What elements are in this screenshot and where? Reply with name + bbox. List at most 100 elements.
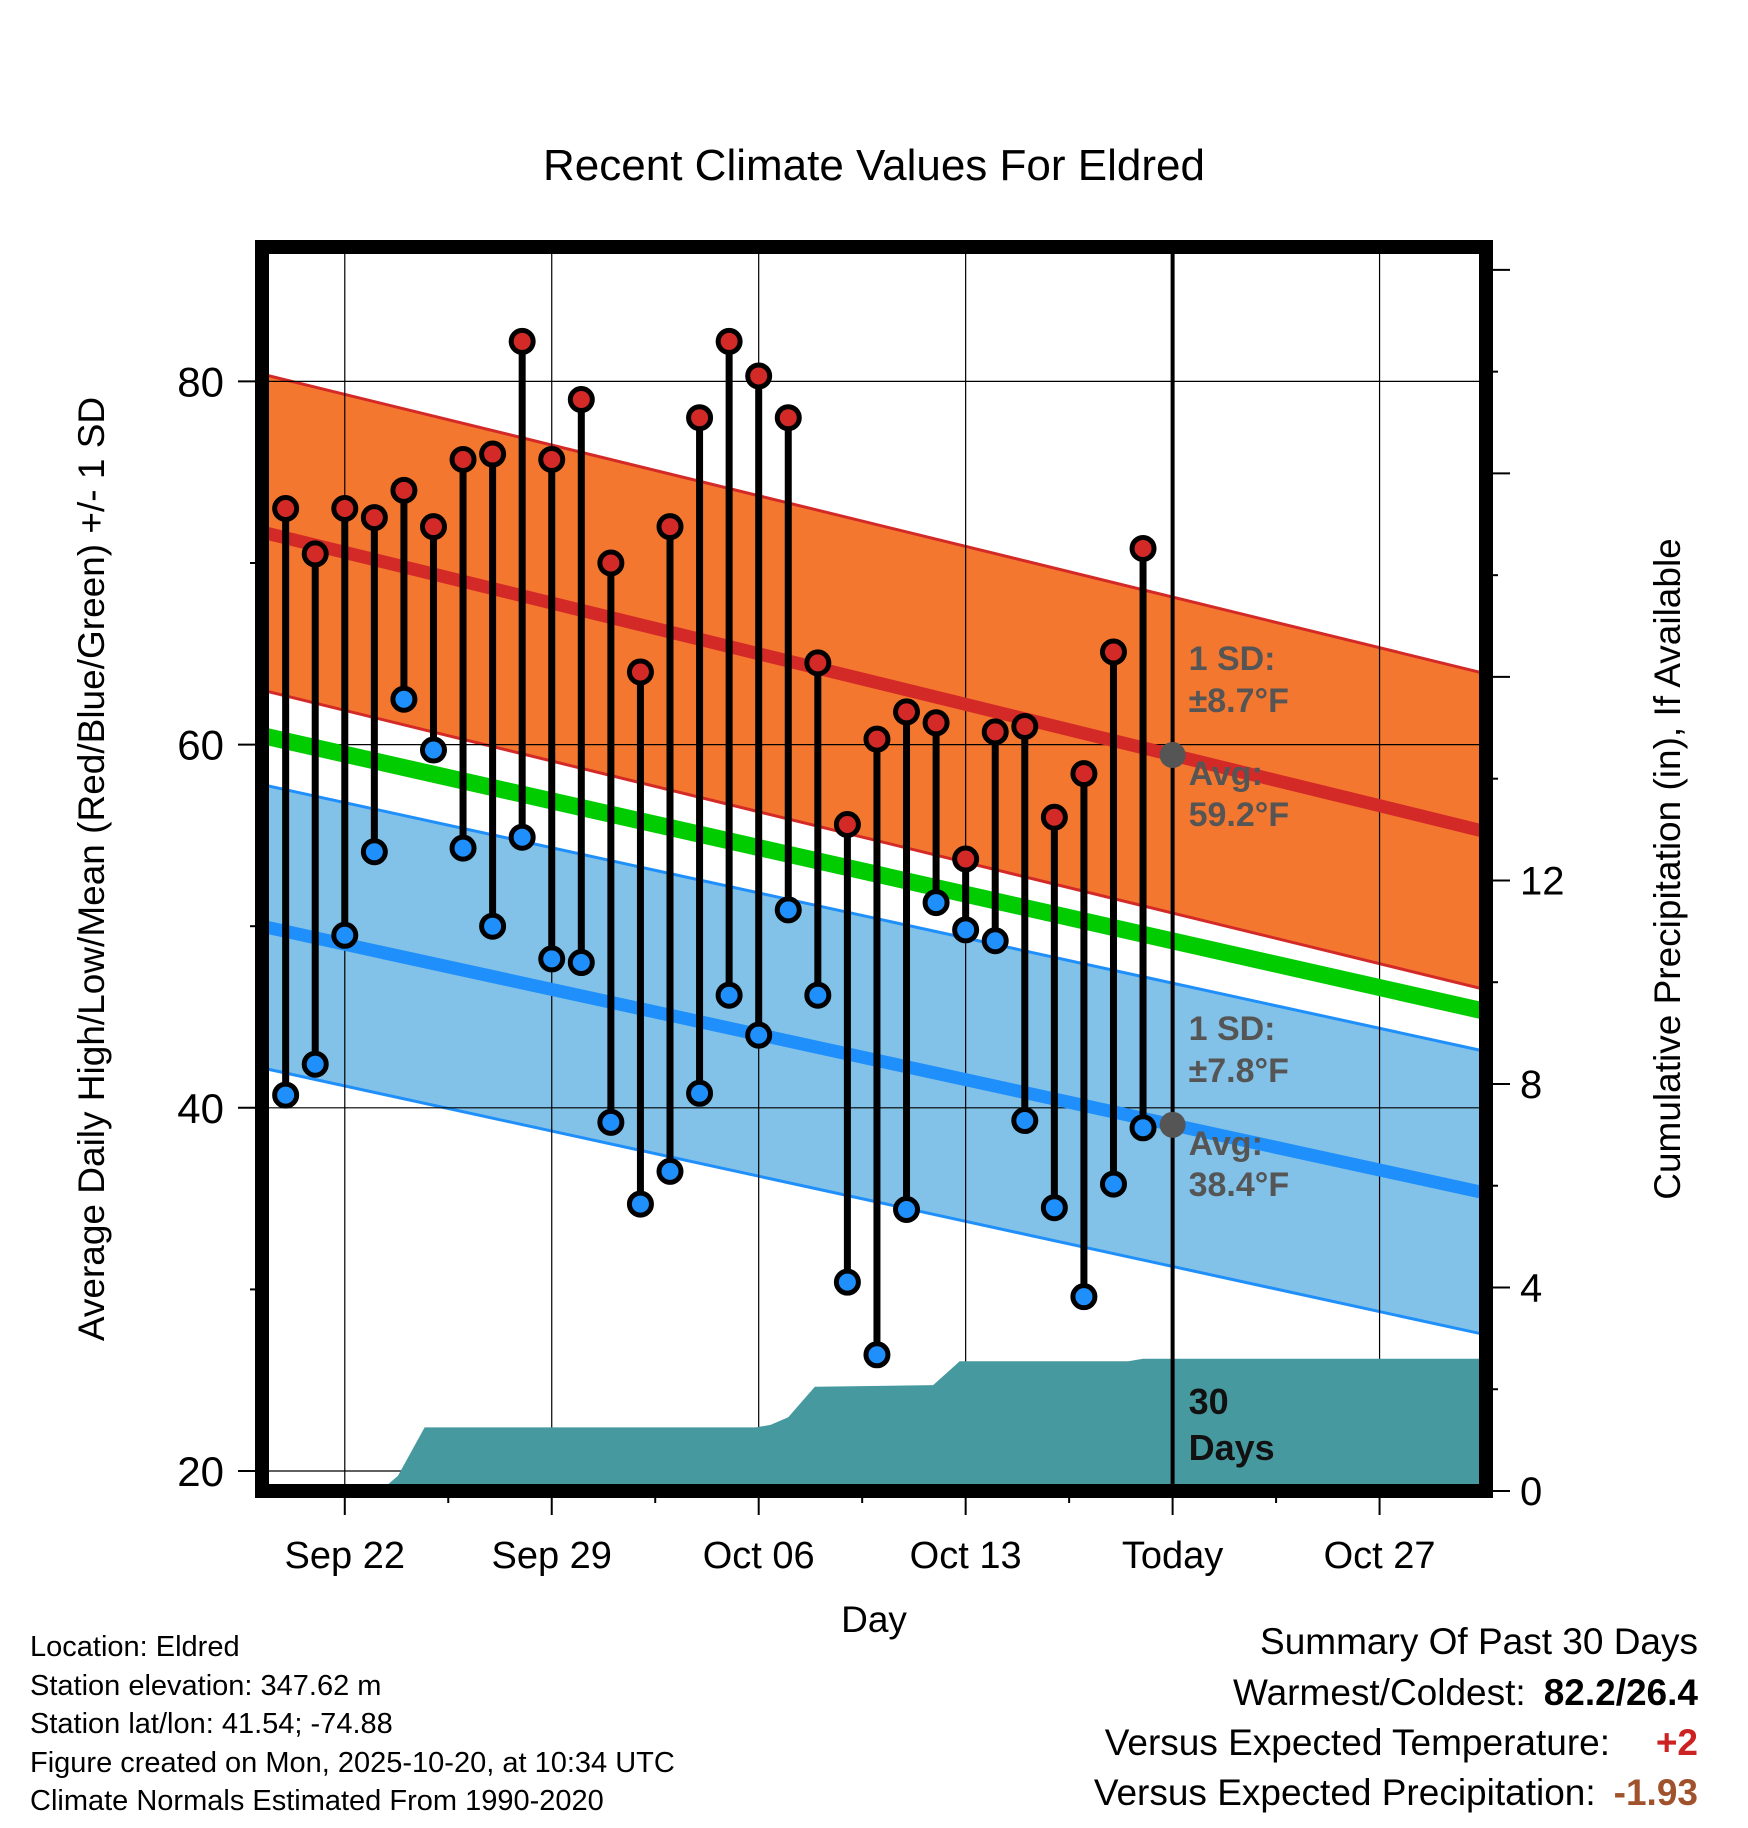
- daily-low-point: [804, 981, 832, 1009]
- daily-high-point: [479, 440, 507, 468]
- daily-low-point: [745, 1021, 773, 1049]
- daily-high-point: [272, 495, 300, 523]
- daily-high-point: [981, 718, 1009, 746]
- y-axis-label: Average Daily High/Low/Mean (Red/Blue/Gr…: [71, 397, 112, 1341]
- summary-precip-row: Versus Expected Precipitation: -1.93: [1094, 1768, 1698, 1818]
- daily-high-point: [301, 540, 329, 568]
- y2-tick-label: 8: [1520, 1063, 1542, 1107]
- daily-high-point: [804, 649, 832, 677]
- high-avg-value: 59.2°F: [1189, 796, 1290, 834]
- daily-low-point: [863, 1341, 891, 1369]
- summary-title: Summary Of Past 30 Days: [1260, 1621, 1698, 1662]
- y2-tick-label: 4: [1520, 1266, 1542, 1310]
- today-high-avg-marker: [1159, 742, 1186, 769]
- y-tick-label: 20: [177, 1448, 224, 1495]
- days-number: 30: [1189, 1381, 1229, 1422]
- daily-low-point: [833, 1268, 861, 1296]
- daily-high-point: [567, 386, 595, 414]
- daily-low-point: [686, 1079, 714, 1107]
- daily-low-point: [538, 945, 566, 973]
- y2-tick-label: 0: [1520, 1470, 1542, 1514]
- today-low-avg-marker: [1159, 1111, 1186, 1138]
- days-word: Days: [1189, 1427, 1275, 1468]
- daily-high-point: [390, 476, 418, 504]
- daily-low-point: [360, 838, 388, 866]
- chart-title: Recent Climate Values For Eldred: [543, 141, 1205, 190]
- summary-warm-cold-row: Warmest/Coldest: 82.2/26.4: [1094, 1668, 1698, 1718]
- y-tick-label: 40: [177, 1085, 224, 1132]
- daily-low-point: [981, 927, 1009, 955]
- x-tick-label: Oct 13: [910, 1535, 1022, 1577]
- daily-low-point: [479, 912, 507, 940]
- daily-high-point: [331, 495, 359, 523]
- daily-low-point: [331, 921, 359, 949]
- daily-high-point: [656, 513, 684, 541]
- daily-high-point: [893, 698, 921, 726]
- daily-high-point: [952, 845, 980, 873]
- daily-high-point: [863, 725, 891, 753]
- high-sd-value: ±8.7°F: [1189, 682, 1289, 720]
- daily-high-point: [833, 811, 861, 839]
- y2-axis-label: Cumulative Precipitation (in), If Availa…: [1647, 538, 1688, 1200]
- warm-cold-label: Warmest/Coldest:: [1233, 1672, 1526, 1713]
- station-info: Location: Eldred Station elevation: 347.…: [30, 1628, 675, 1821]
- x-tick-label: Today: [1122, 1535, 1223, 1577]
- summary-temp-row: Versus Expected Temperature: +2: [1094, 1718, 1698, 1768]
- daily-low-point: [597, 1108, 625, 1136]
- plot-frame: [255, 240, 1493, 1498]
- daily-high-point: [1099, 638, 1127, 666]
- low-sd-value: ±7.8°F: [1189, 1052, 1289, 1090]
- y-tick-label: 80: [177, 358, 224, 405]
- low-avg-value: 38.4°F: [1189, 1166, 1290, 1204]
- daily-low-point: [301, 1050, 329, 1078]
- daily-high-point: [745, 362, 773, 390]
- daily-low-point: [656, 1157, 684, 1185]
- info-latlon: Station lat/lon: 41.54; -74.88: [30, 1708, 393, 1740]
- daily-low-point: [1040, 1194, 1068, 1222]
- daily-low-point: [419, 736, 447, 764]
- daily-high-point: [774, 404, 802, 432]
- low-avg-label: Avg:: [1189, 1125, 1263, 1163]
- daily-high-point: [686, 404, 714, 432]
- precip-area: [262, 1358, 1486, 1491]
- daily-high-point: [360, 504, 388, 532]
- daily-low-point: [1070, 1283, 1098, 1311]
- daily-high-point: [922, 709, 950, 737]
- x-tick-label: Oct 27: [1324, 1535, 1436, 1577]
- daily-high-point: [626, 658, 654, 686]
- daily-low-point: [774, 896, 802, 924]
- daily-high-point: [1011, 712, 1039, 740]
- info-elevation: Station elevation: 347.62 m: [30, 1669, 382, 1702]
- daily-low-point: [715, 981, 743, 1009]
- temp-value: +2: [1655, 1722, 1698, 1763]
- daily-low-point: [922, 889, 950, 917]
- daily-low-point: [952, 916, 980, 944]
- daily-low-point: [1129, 1114, 1157, 1142]
- precip-label: Versus Expected Precipitation:: [1093, 1772, 1596, 1813]
- daily-high-point: [715, 327, 743, 355]
- info-normals: Climate Normals Estimated From 1990-2020: [30, 1785, 604, 1817]
- high-avg-label: Avg:: [1189, 755, 1263, 793]
- high-sd-label: 1 SD:: [1189, 640, 1276, 678]
- daily-high-point: [508, 327, 536, 355]
- warm-cold-value: 82.2/26.4: [1543, 1672, 1698, 1713]
- daily-low-point: [1099, 1170, 1127, 1198]
- daily-low-point: [626, 1190, 654, 1218]
- daily-high-point: [1129, 534, 1157, 562]
- summary-panel: Summary Of Past 30 Days Warmest/Coldest:…: [1094, 1616, 1698, 1818]
- daily-low-point: [390, 685, 418, 713]
- low-sd-label: 1 SD:: [1189, 1010, 1276, 1048]
- daily-low-point: [893, 1196, 921, 1224]
- info-location: Location: Eldred: [30, 1631, 240, 1663]
- x-axis-label: Day: [841, 1599, 907, 1640]
- daily-low-point: [567, 949, 595, 977]
- x-tick-label: Oct 06: [703, 1535, 815, 1577]
- daily-low-point: [508, 823, 536, 851]
- y-tick-label: 60: [177, 722, 224, 769]
- daily-high-point: [538, 445, 566, 473]
- daily-high-point: [419, 513, 447, 541]
- daily-high-point: [1040, 803, 1068, 831]
- x-tick-label: Sep 29: [492, 1535, 612, 1577]
